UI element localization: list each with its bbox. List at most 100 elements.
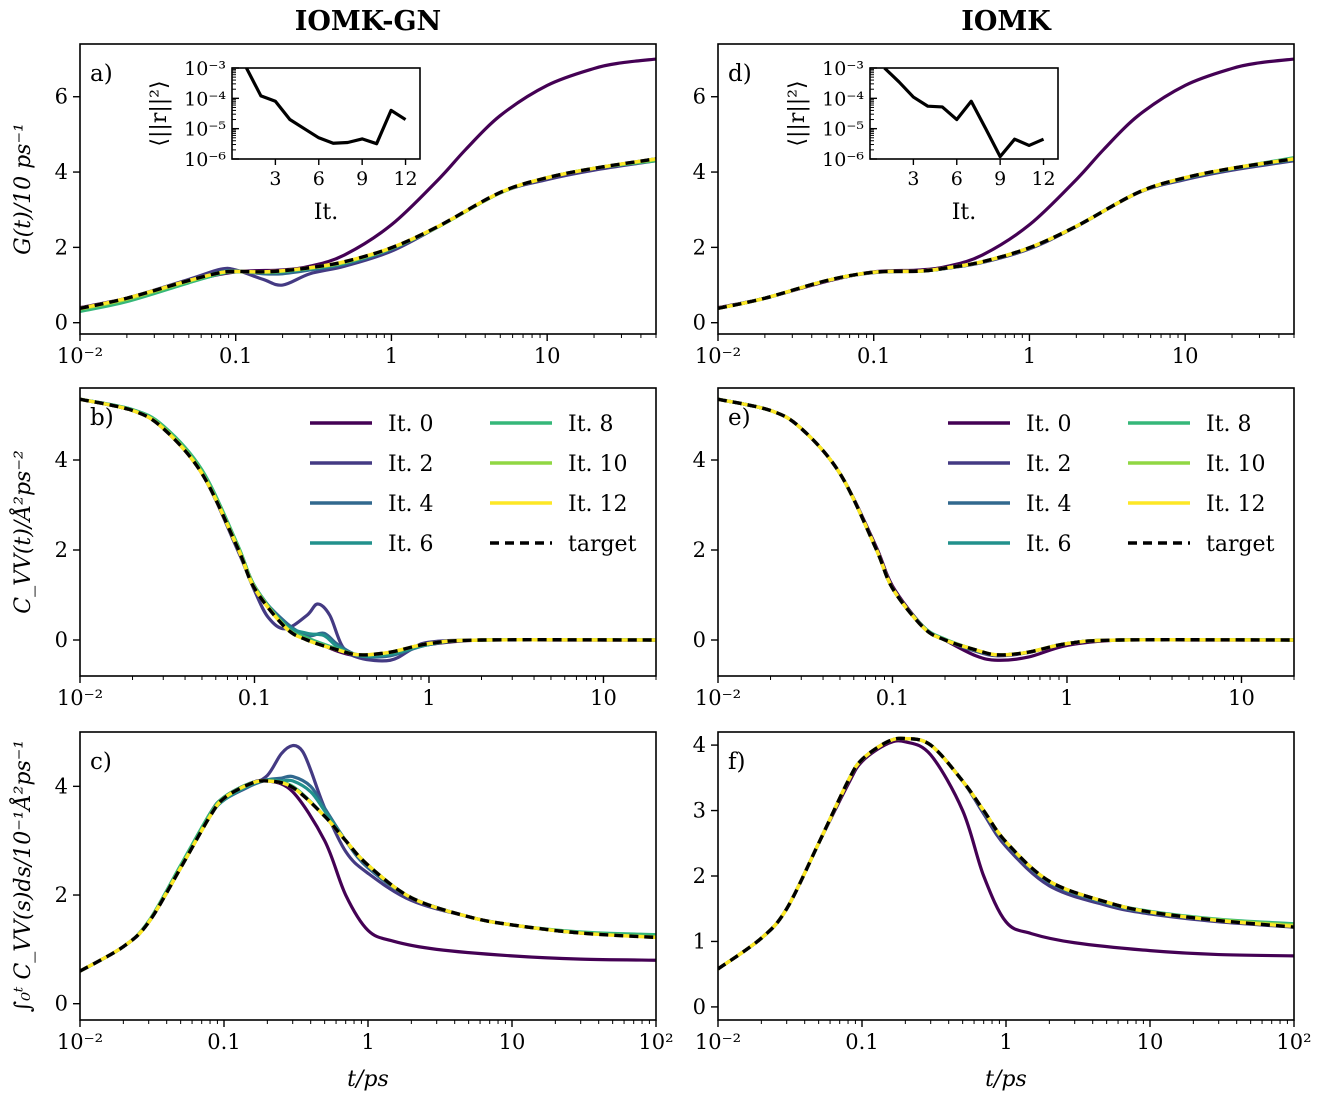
inset-y-tick-label: 10⁻⁵	[184, 119, 226, 141]
series-line-it-12	[718, 397, 1294, 657]
y-tick-label: 0	[55, 311, 68, 335]
column-title-iomk: IOMK	[961, 6, 1052, 37]
panel-d: 10⁻² 0.1 1 10 0 2 4 6 d) 10⁻⁶ 10⁻⁵ 10⁻⁴ 10⁻³ 3 6 9 12 It.…	[693, 43, 1295, 368]
series-line-it-6	[718, 736, 1294, 971]
inset-x-tick-label: 12	[393, 168, 417, 190]
legend-label: It. 12	[1206, 492, 1266, 517]
series-line-it-6	[718, 397, 1294, 657]
y-tick-label: 1	[693, 929, 706, 953]
inset-x-tick-label: 3	[269, 168, 281, 190]
x-tick-label: 0.1	[876, 686, 909, 710]
panel-e: 10⁻² 0.1 1 10 0 2 4 e) It. 0 It. 2 It. 4 It. 6 It. 8…	[693, 387, 1295, 710]
panel-c: 10⁻² 0.1 1 10 10² 0 2 4 c) ∫₀ᵗ C_VV(s)ds/10⁻¹Å²ps…	[8, 731, 674, 1092]
axes-frame	[79, 43, 657, 335]
x-tick-label: 0.1	[845, 1030, 878, 1054]
legend-label: It. 2	[388, 452, 434, 477]
y-tick-label: 0	[693, 628, 706, 652]
legend-label: It. 8	[568, 412, 614, 437]
x-axis-label: t/ps	[985, 1067, 1027, 1092]
x-tick-label: 10	[1172, 344, 1199, 368]
legend-label: It. 4	[388, 492, 434, 517]
series-line-it-2	[718, 397, 1294, 658]
inset-y-tick-label: 10⁻³	[822, 58, 864, 80]
inset-y-tick-label: 10⁻⁴	[822, 88, 864, 110]
panel-label: a)	[90, 61, 113, 87]
legend-label: target	[568, 532, 637, 557]
y-axis-label: ∫₀ᵗ C_VV(s)ds/10⁻¹Å²ps⁻¹	[8, 740, 36, 1013]
legend-label: It. 0	[1026, 412, 1072, 437]
series-line-target	[718, 397, 1294, 657]
series-line-it-10	[718, 736, 1294, 971]
y-tick-label: 0	[55, 992, 68, 1016]
x-axis-label: t/ps	[347, 1067, 389, 1092]
series-line-it-0	[718, 397, 1294, 662]
y-tick-label: 4	[693, 160, 706, 184]
y-tick-label: 4	[55, 774, 68, 798]
x-tick-label: 10²	[1276, 1030, 1311, 1054]
inset-y-tick-label: 10⁻³	[184, 58, 226, 80]
x-tick-label: 1	[422, 686, 435, 710]
inset-y-tick-label: 10⁻⁶	[822, 149, 864, 171]
x-tick-label: 10	[1228, 686, 1255, 710]
panel-label: b)	[90, 405, 114, 431]
x-tick-label: 10	[590, 686, 617, 710]
x-tick-label: 1	[1023, 344, 1036, 368]
x-tick-label: 10	[534, 344, 561, 368]
legend-label: It. 2	[1026, 452, 1072, 477]
x-tick-label: 10⁻²	[57, 1030, 103, 1054]
x-tick-label: 1	[361, 1030, 374, 1054]
series-group	[718, 57, 1294, 311]
x-tick-label: 10²	[638, 1030, 673, 1054]
legend-label: It. 6	[388, 532, 434, 557]
inset-y-tick-label: 10⁻⁴	[184, 88, 226, 110]
series-line-it-6	[80, 778, 656, 973]
y-tick-label: 2	[693, 235, 706, 259]
y-axis-label: C_VV(t)/Å²ps⁻²	[8, 450, 36, 614]
x-tick-label: 1	[999, 1030, 1012, 1054]
y-tick-label: 4	[693, 448, 706, 472]
series-line-it-2	[80, 397, 656, 663]
axes-frame	[79, 387, 657, 677]
y-tick-label: 0	[693, 995, 706, 1019]
axes-frame	[717, 387, 1295, 677]
series-line-target	[718, 736, 1294, 971]
legend-label: It. 6	[1026, 532, 1072, 557]
x-tick-label: 0.1	[857, 344, 890, 368]
legend-label: It. 0	[388, 412, 434, 437]
y-tick-label: 2	[55, 235, 68, 259]
column-title-iomk-gn: IOMK-GN	[295, 6, 441, 37]
y-tick-label: 2	[55, 883, 68, 907]
x-tick-label: 10⁻²	[695, 344, 741, 368]
legend-label: It. 8	[1206, 412, 1252, 437]
series-line-it-10	[80, 779, 656, 973]
inset-x-tick-label: 9	[994, 168, 1006, 190]
legend-label: It. 10	[568, 452, 628, 477]
inset-x-tick-label: 6	[313, 168, 325, 190]
series-line-it-8	[718, 397, 1294, 657]
series-line-it-10	[80, 397, 656, 657]
y-tick-label: 4	[55, 160, 68, 184]
series-line-it-4	[80, 397, 656, 659]
y-tick-label: 2	[693, 538, 706, 562]
series-line-target	[718, 157, 1294, 311]
panel-label: c)	[90, 749, 112, 775]
series-line-it-12	[80, 397, 656, 657]
series-line-it-0	[718, 739, 1294, 971]
panel-a: 10⁻² 0.1 1 10 0 2 4 6 a) G(t)/10 ps⁻¹ 10⁻⁶ 10⁻⁵ 10⁻⁴…	[11, 43, 657, 368]
panel-f: 10⁻² 0.1 1 10 10² 0 1 2 3 4 f) t/ps	[693, 731, 1312, 1092]
series-group	[80, 397, 656, 663]
series-line-target	[80, 157, 656, 311]
y-tick-label: 6	[55, 85, 68, 109]
inset-x-tick-label: 6	[951, 168, 963, 190]
x-tick-label: 0.1	[238, 686, 271, 710]
x-tick-label: 10⁻²	[57, 686, 103, 710]
inset-y-label: ⟨||r||²⟩	[785, 80, 810, 146]
series-line-it-0	[80, 397, 656, 658]
axes-frame	[79, 731, 657, 1021]
inset-residual-line	[245, 68, 407, 146]
series-line-it-8	[80, 779, 656, 973]
legend-label: It. 12	[568, 492, 628, 517]
